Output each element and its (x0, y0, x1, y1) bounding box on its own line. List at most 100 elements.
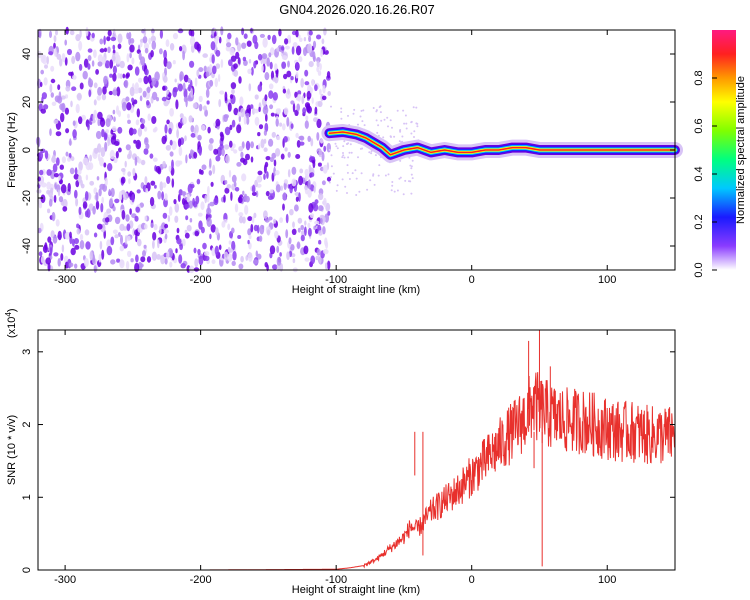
halo-dot (342, 152, 344, 154)
noise-blob (74, 263, 78, 269)
noise-blob (138, 77, 143, 83)
noise-blob (291, 178, 297, 187)
spectrogram-x-tick-label: -300 (54, 274, 76, 286)
halo-dot (351, 172, 354, 175)
noise-blob (112, 206, 116, 212)
halo-dot (410, 173, 413, 176)
noise-blob (174, 215, 179, 223)
noise-blob (224, 126, 231, 136)
noise-blob (322, 164, 328, 174)
noise-blob (110, 135, 117, 145)
noise-blob (169, 139, 173, 146)
halo-dot (343, 156, 346, 159)
noise-blob (166, 251, 170, 260)
noise-blob (146, 256, 152, 263)
noise-blob (129, 52, 132, 59)
noise-blob (94, 147, 99, 154)
noise-blob (297, 93, 302, 102)
noise-blob (188, 115, 193, 123)
noise-blob (68, 262, 74, 268)
noise-blob (110, 36, 117, 42)
halo-dot (347, 114, 349, 117)
halo-dot (359, 115, 362, 118)
noise-blob (303, 245, 309, 255)
noise-blob (129, 192, 132, 197)
noise-blob (299, 168, 304, 174)
noise-blob (266, 57, 270, 67)
noise-blob (220, 59, 224, 68)
noise-blob (228, 240, 232, 245)
noise-blob (304, 81, 310, 86)
noise-blob (48, 51, 54, 56)
noise-blob (87, 122, 90, 131)
noise-blob (232, 143, 236, 149)
noise-blob (133, 139, 137, 144)
noise-blob (317, 162, 322, 167)
noise-blob (42, 54, 47, 65)
noise-blob (52, 163, 58, 173)
noise-blob (227, 248, 234, 253)
noise-blob (127, 119, 131, 125)
halo-dot (336, 184, 339, 187)
noise-blob (290, 76, 294, 81)
noise-blob (108, 188, 111, 196)
noise-blob (154, 126, 158, 132)
noise-blob (152, 240, 155, 249)
noise-blob (110, 259, 116, 265)
halo-dot (393, 190, 396, 193)
noise-blob (156, 254, 162, 260)
noise-blob (247, 68, 252, 75)
noise-blob (98, 253, 102, 263)
noise-blob (263, 147, 268, 152)
snr-x-ticks: -300 -200 -100 0 100 (54, 330, 616, 586)
noise-blob (85, 174, 89, 181)
noise-blob (292, 258, 296, 264)
noise-blob (145, 188, 148, 194)
noise-blob (166, 90, 169, 95)
noise-blob (109, 73, 113, 78)
noise-blob (289, 209, 294, 216)
noise-blob (326, 176, 332, 182)
noise-blob (95, 69, 99, 75)
noise-blob (238, 76, 242, 84)
noise-blob (215, 118, 221, 127)
noise-blob (119, 60, 125, 69)
noise-blob (276, 47, 280, 52)
noise-blob (327, 260, 331, 270)
halo-dot (410, 132, 413, 135)
noise-blob (275, 184, 281, 193)
noise-blob (164, 223, 169, 229)
noise-blob (291, 46, 295, 55)
noise-blob (76, 223, 80, 229)
noise-blob (97, 111, 103, 120)
noise-blob (73, 238, 79, 245)
noise-blob (163, 49, 168, 60)
noise-blob (212, 164, 216, 175)
noise-blob (156, 97, 159, 102)
noise-blob (118, 191, 123, 201)
noise-blob (143, 126, 148, 132)
noise-blob (252, 259, 259, 265)
noise-blob (169, 151, 174, 157)
noise-blob (67, 157, 71, 162)
noise-blob (322, 84, 326, 94)
noise-blob (113, 116, 116, 122)
figure-title: GN04.2026.020.16.26.R07 (279, 2, 434, 17)
noise-blob (318, 255, 322, 265)
noise-blob (112, 44, 116, 50)
noise-blob (161, 191, 165, 201)
noise-blob (127, 171, 132, 177)
noise-blob (300, 78, 305, 88)
noise-blob (55, 30, 58, 36)
halo-dot (416, 125, 419, 128)
noise-blob (150, 222, 154, 229)
noise-blob (279, 263, 284, 272)
noise-blob (283, 73, 288, 80)
noise-blob (171, 140, 177, 151)
noise-blob (309, 172, 315, 178)
halo-dot (405, 127, 408, 130)
noise-blob (129, 38, 135, 44)
halo-dot (330, 176, 332, 179)
noise-blob (209, 158, 212, 168)
